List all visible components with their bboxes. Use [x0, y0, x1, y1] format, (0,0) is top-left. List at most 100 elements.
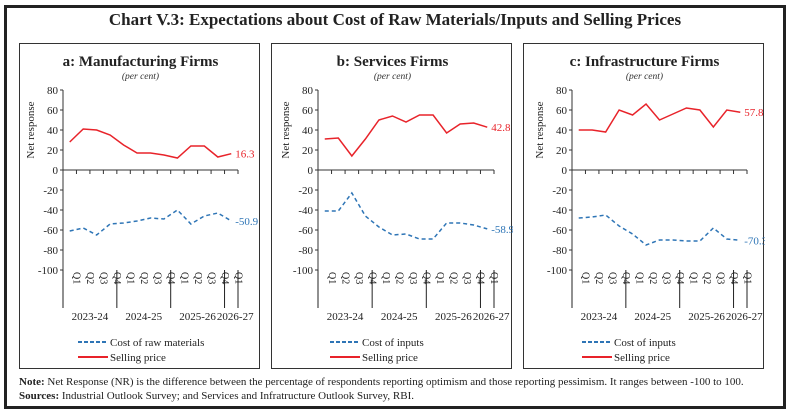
- y-axis-label: Net response: [534, 101, 546, 158]
- end-data-label: 42.8: [491, 122, 511, 134]
- year-group-label: 2024-25: [634, 311, 671, 323]
- x-tick-label: Q1: [634, 272, 645, 284]
- year-group-label: 2024-25: [125, 311, 162, 323]
- x-tick-label: Q1: [178, 272, 189, 284]
- figure-border: [4, 5, 786, 409]
- x-tick-label: Q3: [661, 272, 672, 284]
- panel-title: b: Services Firms: [337, 54, 449, 70]
- y-tick-label: -80: [552, 245, 567, 257]
- end-data-label: 16.3: [235, 149, 255, 161]
- end-data-label: 57.8: [744, 107, 764, 119]
- series-line-cost: [69, 209, 232, 236]
- y-tick-label: -60: [552, 225, 567, 237]
- y-tick-label: -60: [298, 225, 313, 237]
- y-tick-label: 60: [47, 105, 59, 117]
- x-tick-label: Q2: [393, 272, 404, 284]
- y-tick-label: 0: [308, 165, 314, 177]
- x-tick-label: Q2: [138, 272, 149, 284]
- y-axis-label: Net response: [25, 101, 37, 158]
- legend-label: Cost of raw materials: [110, 337, 204, 349]
- year-group-label: 2026-27: [473, 311, 510, 323]
- y-tick-label: 20: [556, 145, 568, 157]
- y-tick-label: -80: [43, 245, 58, 257]
- x-tick-label: Q3: [205, 272, 216, 284]
- x-tick-label: Q2: [701, 272, 712, 284]
- y-tick-label: 60: [556, 105, 568, 117]
- legend-label: Selling price: [110, 352, 166, 364]
- year-group-label: 2025-26: [435, 311, 472, 323]
- x-tick-label: Q2: [192, 272, 203, 284]
- panel-manufacturing: a: Manufacturing Firms (per cent) Net resp…: [19, 43, 260, 369]
- services-chart: b: Services Firms(per cent) Net response 8…: [280, 54, 513, 364]
- y-tick-label: -40: [298, 205, 313, 217]
- y-tick-label: 20: [302, 145, 314, 157]
- end-data-label: -50.9: [235, 216, 258, 228]
- x-tick-label: Q2: [84, 272, 95, 284]
- y-tick-label: -60: [43, 225, 58, 237]
- y-tick-label: -20: [298, 185, 313, 197]
- x-tick-label: Q1: [380, 272, 391, 284]
- series-line-selling-price: [578, 102, 741, 133]
- year-group-label: 2023-24: [327, 311, 364, 323]
- panel-title: a: Manufacturing Firms: [63, 54, 219, 70]
- panel-subtitle: (per cent): [626, 71, 663, 82]
- year-group-label: 2023-24: [72, 311, 109, 323]
- y-tick-label: -100: [38, 265, 59, 277]
- x-tick-label: Q3: [152, 272, 163, 284]
- x-tick-label: Q2: [593, 272, 604, 284]
- legend-label: Cost of inputs: [362, 337, 424, 349]
- sources-label: Sources:: [19, 390, 60, 402]
- x-tick-label: Q1: [434, 272, 445, 284]
- panel-subtitle: (per cent): [122, 71, 159, 82]
- x-tick-label: Q2: [339, 272, 350, 284]
- end-data-label: -70.3: [744, 235, 765, 247]
- y-tick-label: -40: [43, 205, 58, 217]
- y-axis-label: Net response: [280, 101, 292, 158]
- note-text: Net Response (NR) is the difference betw…: [47, 376, 744, 388]
- series-line-selling-price: [324, 114, 488, 158]
- x-tick-label: Q1: [580, 272, 591, 284]
- x-tick-label: Q3: [607, 272, 618, 284]
- x-tick-label: Q3: [461, 272, 472, 284]
- x-tick-label: Q1: [687, 272, 698, 284]
- x-tick-label: Q3: [353, 272, 364, 284]
- y-tick-label: 20: [47, 145, 59, 157]
- y-tick-label: 40: [556, 125, 568, 137]
- x-tick-label: Q1: [326, 272, 337, 284]
- series-line-selling-price: [69, 128, 232, 159]
- y-tick-label: -40: [552, 205, 567, 217]
- y-tick-label: 0: [562, 165, 568, 177]
- y-tick-label: 80: [302, 85, 314, 97]
- manufacturing-chart: a: Manufacturing Firms(per cent) Net resp…: [25, 54, 259, 364]
- infrastructure-chart: c: Infrastructure Firms(per cent) Net res…: [534, 54, 765, 364]
- x-tick-label: Q1: [71, 272, 82, 284]
- year-group-label: 2026-27: [217, 311, 254, 323]
- year-group-label: 2026-27: [726, 311, 763, 323]
- x-tick-label: Q3: [714, 272, 725, 284]
- panel-services: b: Services Firms (per cent) Net response 8…: [271, 43, 513, 369]
- legend-label: Selling price: [614, 352, 670, 364]
- y-tick-label: 80: [47, 85, 59, 97]
- panel-infrastructure: c: Infrastructure Firms (per cent) Net res…: [523, 43, 765, 369]
- end-data-label: -58.9: [491, 224, 513, 236]
- x-tick-label: Q2: [448, 272, 459, 284]
- y-tick-label: -20: [43, 185, 58, 197]
- y-tick-label: -100: [293, 265, 314, 277]
- panel-title: c: Infrastructure Firms: [570, 54, 720, 70]
- x-tick-label: Q2: [647, 272, 658, 284]
- year-group-label: 2025-26: [688, 311, 725, 323]
- year-group-label: 2024-25: [381, 311, 418, 323]
- y-tick-label: 40: [47, 125, 59, 137]
- series-line-cost: [578, 214, 741, 246]
- x-tick-label: Q3: [407, 272, 418, 284]
- year-group-label: 2025-26: [179, 311, 216, 323]
- y-tick-label: -80: [298, 245, 313, 257]
- x-tick-label: Q1: [125, 272, 136, 284]
- y-tick-label: 60: [302, 105, 314, 117]
- y-tick-label: 80: [556, 85, 568, 97]
- panel-subtitle: (per cent): [374, 71, 411, 82]
- series-line-cost: [324, 191, 488, 240]
- note-label: Note:: [19, 376, 45, 388]
- note: Note: Net Response (NR) is the differenc…: [19, 376, 744, 388]
